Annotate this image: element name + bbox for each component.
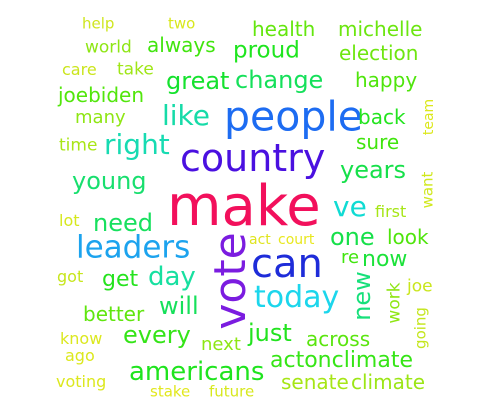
word-back: back (358, 105, 406, 129)
word-new: new (348, 271, 376, 321)
word-right: right (104, 128, 170, 161)
word-young: young (72, 167, 147, 195)
word-people: people (224, 92, 363, 141)
word-going: going (411, 307, 430, 349)
word-better: better (83, 302, 145, 326)
word-health: health (252, 17, 316, 41)
word-care: care (62, 60, 97, 79)
word-leaders: leaders (76, 229, 191, 266)
word-ve: ve (333, 190, 367, 223)
word-work: work (384, 282, 405, 324)
word-joebiden: joebiden (58, 83, 145, 107)
word-next: next (201, 334, 241, 355)
word-make: make (167, 174, 321, 239)
word-across: across (306, 327, 371, 351)
word-ago: ago (65, 346, 95, 365)
word-team: team (421, 98, 437, 136)
word-got: got (57, 267, 84, 286)
word-need: need (93, 209, 153, 237)
word-years: years (340, 156, 407, 184)
word-country: country (180, 136, 326, 180)
word-world: world (85, 37, 132, 58)
word-want: want (418, 171, 437, 209)
word-know: know (60, 329, 103, 348)
word-re: re (341, 247, 360, 268)
word-climate: climate (351, 370, 425, 394)
word-two: two (168, 14, 196, 33)
word-happy: happy (355, 68, 418, 92)
word-joe: joe (407, 276, 433, 297)
word-election: election (339, 41, 419, 65)
word-just: just (248, 319, 292, 347)
word-act: act (249, 232, 271, 248)
word-will: will (159, 292, 199, 320)
word-proud: proud (233, 37, 300, 64)
word-many: many (75, 107, 126, 128)
word-sure: sure (356, 130, 400, 154)
word-great: great (166, 67, 230, 95)
word-time: time (59, 135, 98, 156)
word-look: look (387, 225, 429, 249)
word-change: change (235, 66, 324, 94)
word-every: every (123, 321, 191, 349)
word-can: can (251, 241, 323, 287)
word-like: like (162, 99, 211, 132)
word-day: day (148, 262, 196, 292)
word-voting: voting (56, 372, 107, 391)
word-take: take (117, 59, 154, 80)
word-michelle: michelle (338, 17, 423, 41)
word-court: court (278, 232, 315, 248)
word-get: get (102, 267, 139, 292)
word-future: future (209, 382, 255, 401)
word-now: now (362, 247, 408, 272)
word-always: always (147, 33, 216, 57)
word-actonclimate: actonclimate (270, 348, 413, 373)
word-help: help (82, 14, 115, 33)
word-vote: vote (205, 232, 256, 330)
word-first: first (375, 202, 407, 221)
word-lot: lot (59, 211, 80, 230)
word-stake: stake (150, 382, 191, 401)
word-americans: americans (129, 357, 265, 387)
word-today: today (254, 280, 340, 315)
word-senate: senate (281, 370, 349, 394)
word-one: one (330, 223, 375, 251)
